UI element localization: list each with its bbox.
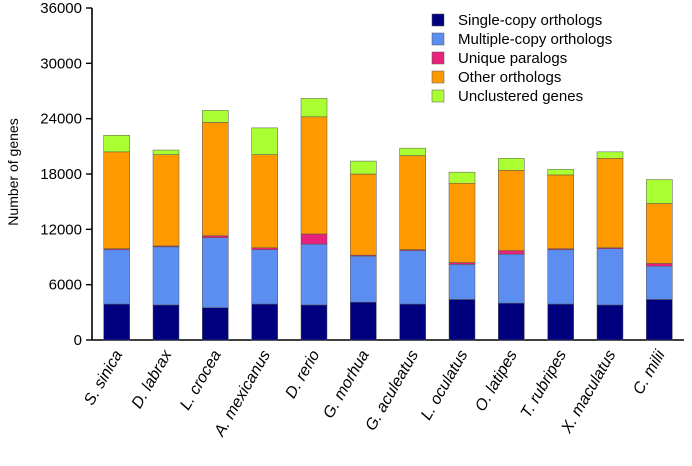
y-axis-title: Number of genes — [5, 118, 21, 225]
bar-segment-unclustered-genes-5 — [350, 160, 377, 175]
y-tick-label: 36000 — [40, 0, 82, 17]
category-label: T. rubripes — [518, 348, 570, 421]
legend-label: Other orthologs — [458, 69, 561, 86]
y-tick-label: 18000 — [40, 166, 82, 183]
bar-segment-single-copy-orthologs-10 — [596, 304, 624, 341]
bar-segment-single-copy-orthologs-4 — [300, 304, 328, 341]
bar-segment-single-copy-orthologs-7 — [448, 299, 476, 341]
bar-segment-other-orthologs-9 — [547, 174, 574, 249]
bar-segment-other-orthologs-6 — [399, 155, 426, 250]
bar-segment-unique-paralogs-2 — [202, 235, 229, 238]
category-label: L. oculatus — [418, 348, 471, 424]
bar-segment-single-copy-orthologs-11 — [646, 299, 673, 341]
bar-segment-unclustered-genes-6 — [399, 147, 426, 156]
legend-label: Multiple-copy orthologs — [458, 31, 612, 48]
legend-label: Unique paralogs — [458, 50, 567, 67]
bar-segment-multiple-copy-orthologs-11 — [646, 265, 673, 300]
bar-segment-unique-paralogs-11 — [646, 263, 673, 267]
bar-segment-unclustered-genes-8 — [498, 158, 525, 171]
bar-segment-multiple-copy-orthologs-0 — [103, 249, 130, 305]
bar-segment-unclustered-genes-9 — [547, 169, 574, 176]
bar-segment-single-copy-orthologs-5 — [350, 301, 377, 341]
category-label: S. sinica — [81, 347, 126, 408]
bar-segment-unclustered-genes-0 — [103, 135, 130, 153]
legend-swatch-0 — [431, 13, 445, 27]
bar-segment-unique-paralogs-8 — [498, 250, 525, 255]
bar-segment-unclustered-genes-10 — [596, 151, 624, 159]
bar-segment-other-orthologs-1 — [152, 154, 180, 247]
bar-segment-unclustered-genes-1 — [152, 149, 180, 155]
bar-segment-multiple-copy-orthologs-4 — [300, 243, 328, 306]
bar-segment-single-copy-orthologs-6 — [399, 303, 426, 341]
bar-segment-other-orthologs-0 — [103, 151, 130, 249]
category-label: G. morhua — [320, 347, 373, 421]
bar-segment-single-copy-orthologs-1 — [152, 304, 180, 341]
bar-segment-single-copy-orthologs-0 — [103, 303, 130, 341]
bar-segment-single-copy-orthologs-3 — [251, 303, 278, 341]
legend-label: Unclustered genes — [458, 88, 583, 105]
legend-label: Single-copy orthologs — [458, 12, 602, 29]
category-label: D. rerio — [283, 347, 324, 401]
bar-segment-multiple-copy-orthologs-7 — [448, 264, 476, 300]
bar-segment-unclustered-genes-2 — [202, 110, 229, 123]
category-label: G. aculeatus — [362, 348, 422, 434]
bar-segment-unclustered-genes-3 — [251, 127, 278, 155]
bar-segment-multiple-copy-orthologs-2 — [202, 237, 229, 308]
legend-swatch-3 — [431, 70, 445, 84]
bar-segment-unique-paralogs-3 — [251, 247, 278, 250]
y-tick-label: 24000 — [40, 111, 82, 128]
bar-segment-single-copy-orthologs-8 — [498, 302, 525, 341]
bar-segment-other-orthologs-11 — [646, 203, 673, 264]
category-label: D. labrax — [129, 347, 176, 412]
legend-swatch-1 — [431, 32, 445, 46]
bar-segment-other-orthologs-4 — [300, 116, 328, 235]
bar-segment-other-orthologs-5 — [350, 173, 377, 256]
legend-swatch-2 — [431, 51, 445, 65]
bar-segment-other-orthologs-7 — [448, 182, 476, 263]
legend-swatch-4 — [431, 89, 445, 103]
bar-segment-multiple-copy-orthologs-3 — [251, 249, 278, 305]
bar-segment-multiple-copy-orthologs-5 — [350, 255, 377, 303]
y-tick-label: 6000 — [49, 277, 82, 294]
bar-segment-other-orthologs-8 — [498, 170, 525, 251]
bar-segment-multiple-copy-orthologs-1 — [152, 246, 180, 306]
y-tick-label: 30000 — [40, 55, 82, 72]
bar-segment-single-copy-orthologs-2 — [202, 307, 229, 341]
y-tick-label: 0 — [74, 332, 82, 349]
bar-segment-multiple-copy-orthologs-6 — [399, 250, 426, 305]
bar-segment-single-copy-orthologs-9 — [547, 303, 574, 341]
category-label: L. crocea — [177, 347, 225, 413]
bar-segment-other-orthologs-2 — [202, 122, 229, 237]
bar-segment-multiple-copy-orthologs-10 — [596, 248, 624, 306]
category-label: C. milii — [630, 347, 669, 397]
y-tick-label: 12000 — [40, 221, 82, 238]
bar-segment-unclustered-genes-4 — [300, 98, 328, 118]
bar-segment-unique-paralogs-4 — [300, 233, 328, 245]
bar-segment-other-orthologs-3 — [251, 154, 278, 249]
bar-segment-unclustered-genes-11 — [646, 179, 673, 204]
bar-segment-other-orthologs-10 — [596, 158, 624, 249]
bar-segment-unclustered-genes-7 — [448, 171, 476, 184]
category-label: O. latipes — [472, 348, 521, 415]
bar-segment-unique-paralogs-7 — [448, 262, 476, 265]
bar-segment-multiple-copy-orthologs-8 — [498, 253, 525, 304]
bar-segment-multiple-copy-orthologs-9 — [547, 249, 574, 305]
